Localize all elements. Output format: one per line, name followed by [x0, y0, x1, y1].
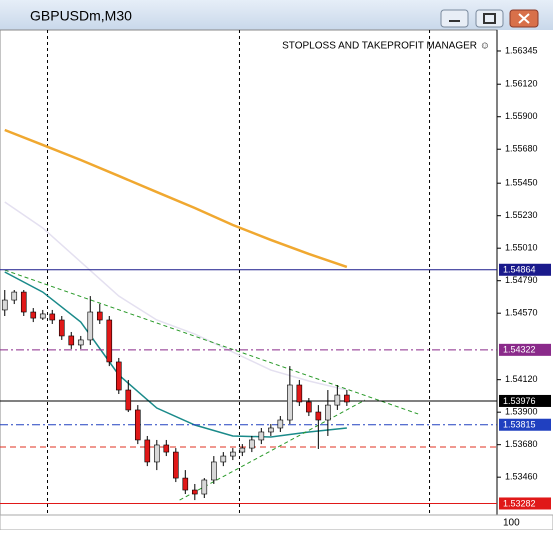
- candle-body: [192, 489, 198, 495]
- candle-body: [334, 394, 341, 406]
- candle-body: [344, 394, 350, 403]
- candle-body: [96, 311, 103, 321]
- moving-average: [4, 271, 347, 438]
- candle-body: [325, 404, 331, 421]
- candle-body: [11, 291, 18, 301]
- maximize-button[interactable]: [475, 9, 504, 28]
- candle-body: [39, 313, 46, 319]
- price-label-box: [499, 394, 551, 407]
- candle-body: [296, 384, 303, 403]
- y-tick-label: 1.55680: [505, 144, 538, 154]
- price-label-box: [499, 418, 551, 431]
- candle-body: [306, 401, 312, 413]
- annotation: STOPLOSS AND TAKEPROFIT MANAGER ☺: [282, 41, 490, 52]
- candle-body: [134, 409, 141, 441]
- window-title: GBPUSDm,M30: [30, 8, 132, 24]
- y-tick-label: 1.55900: [505, 111, 538, 121]
- y-tick-label: 1.54120: [505, 374, 538, 384]
- y-tick-label: 1.55450: [505, 178, 538, 188]
- candle-body: [239, 447, 246, 453]
- candle-body: [115, 361, 122, 391]
- chart: 1.56345 1.56120 1.55900 1.55680 1.55450 1.552…: [0, 30, 551, 515]
- candle-body: [201, 479, 208, 495]
- candle-body: [106, 319, 113, 363]
- y-tick-label: 1.56120: [505, 79, 538, 89]
- candle-body: [315, 411, 322, 421]
- candle-body: [277, 419, 284, 429]
- trendline: [179, 399, 366, 501]
- price-label: 1.53282: [503, 498, 536, 508]
- candle-body: [249, 439, 255, 449]
- y-tick-label: 1.53900: [505, 407, 538, 417]
- minimize-button[interactable]: [440, 9, 469, 28]
- price-label: 1.53815: [503, 420, 536, 430]
- price-label-box: [499, 343, 551, 356]
- candle-body: [220, 455, 227, 463]
- plot-area: [0, 29, 498, 516]
- trendline: [4, 269, 419, 415]
- candle-body: [49, 313, 56, 321]
- candle-body: [87, 311, 94, 341]
- candle-body: [125, 389, 132, 411]
- candle-body: [153, 444, 160, 463]
- candle-body: [182, 477, 189, 491]
- candle-body: [230, 451, 236, 457]
- price-label: 1.54322: [503, 345, 536, 355]
- close-icon: [518, 13, 530, 24]
- window-buttons: [440, 9, 539, 28]
- candle-body: [1, 299, 8, 311]
- candle-body: [68, 335, 75, 346]
- candle-body: [58, 319, 65, 337]
- candle-body: [30, 311, 37, 319]
- candle-body: [163, 444, 170, 453]
- y-tick-label: 1.56345: [505, 45, 538, 55]
- y-tick-label: 1.54570: [505, 308, 538, 318]
- candle-body: [268, 427, 274, 433]
- y-tick-label: 1.55230: [505, 210, 538, 220]
- candle-body: [287, 384, 293, 421]
- indicator-strip: [0, 514, 553, 531]
- indicator-scale-label: 100: [503, 518, 520, 529]
- candle-body: [144, 439, 151, 463]
- candle-body: [20, 291, 27, 313]
- y-tick-label: 1.54790: [505, 275, 538, 285]
- price-label-box: [499, 263, 551, 276]
- candle-body: [77, 339, 84, 346]
- candle-body: [173, 451, 179, 479]
- moving-average: [4, 128, 348, 269]
- price-label: 1.53976: [503, 396, 536, 406]
- y-tick-label: 1.53680: [505, 439, 538, 449]
- candle-body: [211, 461, 217, 481]
- price-label-box: [499, 497, 551, 510]
- price-label: 1.54864: [503, 265, 536, 275]
- y-tick-label: 1.53460: [505, 472, 538, 482]
- y-tick-label: 1.55010: [505, 243, 538, 253]
- maximize-icon: [483, 13, 496, 24]
- candle-body: [258, 431, 265, 441]
